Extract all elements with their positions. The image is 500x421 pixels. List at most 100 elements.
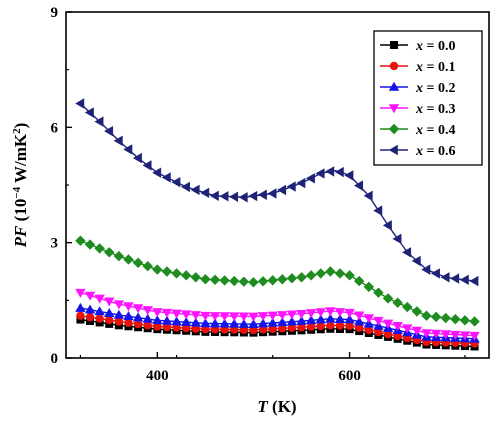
data-point — [104, 125, 114, 137]
data-point — [334, 268, 346, 279]
data-point — [325, 313, 336, 323]
data-point — [190, 317, 201, 327]
legend-label: x = 0.4 — [415, 123, 455, 138]
legend-label: x = 0.0 — [415, 39, 455, 54]
data-point — [305, 173, 315, 184]
legend-label: x = 0.1 — [415, 60, 455, 75]
data-point — [382, 319, 394, 329]
data-point — [286, 316, 298, 326]
data-point — [402, 301, 413, 313]
data-point — [373, 316, 384, 326]
data-point — [421, 329, 432, 339]
legend-label-var: x — [415, 123, 423, 138]
series-5 — [75, 98, 479, 287]
y-axis-title-unit-2: W/mK — [11, 133, 30, 187]
data-point — [95, 314, 104, 323]
data-point — [209, 190, 219, 201]
data-point — [316, 321, 325, 331]
data-point — [229, 275, 240, 287]
data-point — [142, 160, 152, 171]
data-point — [171, 268, 182, 279]
data-point — [286, 273, 298, 284]
data-point — [114, 317, 124, 326]
legend-label: x = 0.2 — [415, 81, 455, 96]
y-axis-title-unit-1: (10 — [11, 199, 30, 226]
data-point — [257, 312, 269, 322]
data-point — [200, 311, 211, 321]
data-point — [229, 318, 240, 328]
data-point — [325, 266, 336, 277]
data-point — [325, 166, 335, 177]
data-point — [180, 270, 192, 281]
y-tick-label: 0 — [51, 351, 59, 367]
data-point — [219, 312, 230, 322]
data-point — [229, 312, 240, 322]
data-point — [152, 167, 162, 178]
x-axis-title-unit: (K) — [268, 397, 297, 416]
data-point — [296, 177, 306, 189]
y-axis-title-var: PF — [11, 225, 30, 248]
y-axis-title-unit-3: ) — [11, 123, 30, 129]
data-point — [132, 152, 142, 164]
data-point — [248, 277, 259, 288]
legend-label-var: x — [415, 144, 423, 159]
data-point — [277, 311, 288, 321]
y-tick-label: 6 — [51, 120, 59, 136]
data-point — [180, 181, 190, 193]
data-point — [373, 287, 384, 298]
data-point — [305, 309, 317, 319]
data-point — [180, 310, 192, 320]
data-point — [104, 308, 115, 318]
data-point — [267, 317, 278, 327]
x-tick-label: 400 — [146, 368, 169, 384]
data-point — [76, 311, 85, 320]
legend-label: x = 0.3 — [415, 102, 455, 117]
data-point — [94, 243, 105, 254]
data-point — [411, 306, 423, 317]
data-point — [161, 315, 173, 325]
legend-entry: x = 0.6 — [380, 144, 455, 159]
data-point — [334, 166, 344, 178]
data-point — [315, 168, 325, 179]
legend-label-value: = 0.2 — [423, 81, 455, 96]
data-point — [248, 190, 258, 202]
data-point — [219, 318, 230, 328]
data-point — [85, 312, 95, 322]
data-point — [219, 191, 229, 202]
data-point — [104, 297, 115, 307]
data-point — [286, 310, 298, 320]
data-point — [200, 187, 210, 199]
legend-entry: x = 0.3 — [380, 102, 455, 117]
data-point — [238, 276, 250, 287]
legend-label-value: = 0.6 — [423, 144, 455, 159]
data-point — [382, 293, 394, 304]
data-point — [268, 324, 277, 334]
data-point — [334, 313, 346, 323]
data-point — [171, 176, 181, 188]
legend-marker — [388, 144, 398, 156]
x-axis-title: T (K) — [257, 397, 296, 416]
data-point — [296, 272, 307, 283]
legend-marker — [389, 61, 399, 71]
data-point — [257, 318, 269, 328]
data-point — [296, 309, 307, 319]
x-tick-label: 600 — [338, 368, 361, 384]
data-point — [172, 323, 181, 332]
data-point — [392, 233, 402, 245]
data-point — [345, 321, 354, 330]
data-point — [315, 314, 326, 324]
data-point — [267, 188, 277, 199]
data-point — [142, 306, 153, 316]
data-point — [238, 192, 248, 203]
data-point — [411, 255, 421, 267]
data-point — [162, 322, 172, 332]
legend-entry: x = 0.0 — [380, 39, 455, 54]
y-tick-label: 9 — [51, 5, 59, 21]
legend-marker — [390, 41, 398, 49]
data-point — [123, 144, 133, 155]
data-point — [373, 205, 383, 216]
data-point — [153, 322, 162, 331]
data-point — [315, 308, 326, 318]
data-point — [152, 264, 163, 275]
data-point — [315, 268, 326, 279]
